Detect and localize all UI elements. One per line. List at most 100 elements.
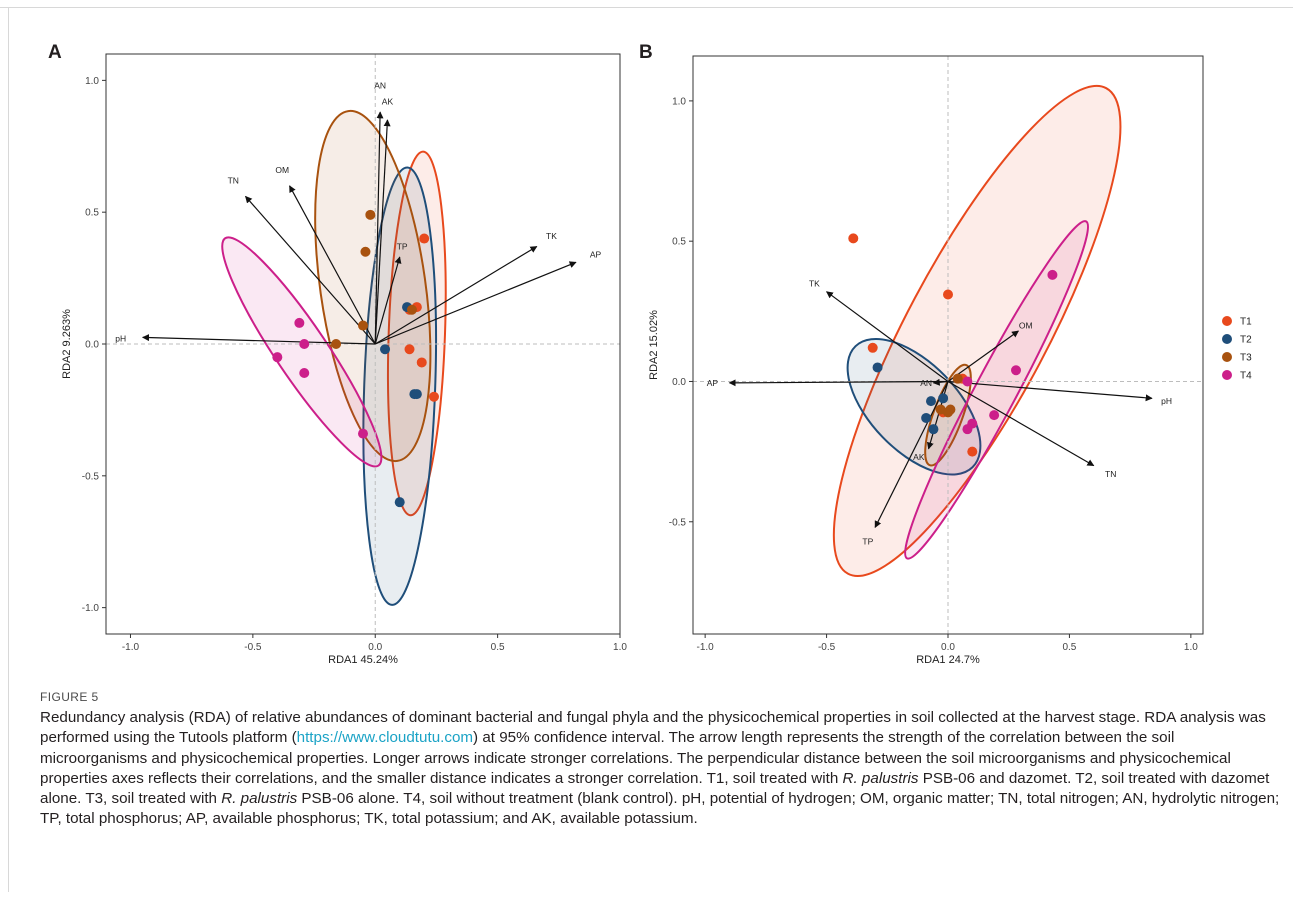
- chart-a-ytick-label: -1.0: [82, 603, 100, 614]
- chart-a-point-t1: [419, 233, 430, 244]
- chart-b-point-t3: [952, 373, 963, 384]
- rda-chart-a: -1.0 -0.5 0.0 0.5 1.0 -1.0 -0.5 0.0 0.5 1.0 RDA1 4…: [61, 53, 627, 666]
- chart-a-arrow-label-tp: TP: [397, 241, 408, 251]
- chart-a-ellipse-t2: [362, 166, 437, 606]
- chart-b-arrow-an: [932, 378, 949, 386]
- panel-label-b: B: [639, 42, 653, 63]
- chart-b-arrow-ph: [947, 380, 1153, 402]
- chart-b-point-t1: [867, 342, 878, 353]
- panel-label-a: A: [48, 42, 62, 63]
- chart-b-point-t4: [962, 424, 973, 435]
- chart-a-xtick-label: 0.0: [368, 642, 382, 653]
- figure-label: FIGURE 5: [40, 690, 99, 704]
- chart-a-point-t2: [394, 497, 405, 508]
- chart-b-point-t4: [1011, 365, 1021, 376]
- page-frame-top: [0, 7, 1293, 8]
- chart-b-xtick-label: -0.5: [818, 642, 836, 653]
- caption-text-4: PSB-06 alone. T4, soil without treatment…: [40, 790, 1280, 828]
- chart-b-xtick-label: 0.5: [1062, 642, 1076, 653]
- chart-a-point-t1: [416, 357, 427, 368]
- chart-a-arrow-label-tn: TN: [228, 176, 239, 186]
- chart-a-ellipse-t4: [221, 236, 383, 468]
- chart-b-ytick-label: 1.0: [672, 96, 686, 107]
- chart-a-arrow-ap: [375, 261, 577, 345]
- caption-text-3: PSB-06 and dazomet. T2, soil treated wit…: [40, 769, 1270, 808]
- chart-b-arrow-label-tn: TN: [1105, 469, 1116, 479]
- chart-b-xtick-label: 0.0: [941, 642, 955, 653]
- chart-b-arrow-tk: [826, 291, 949, 382]
- chart-a-point-t1: [404, 344, 415, 355]
- chart-b-arrow-ap: [728, 379, 949, 387]
- chart-a-y-axis-title: RDA2 9.263%: [61, 309, 73, 379]
- chart-a-arrow-label-ak: AK: [382, 96, 394, 106]
- chart-b-arrow-label-an: AN: [920, 378, 932, 388]
- chart-b-point-t4: [962, 376, 973, 387]
- chart-a-ytick-label: 0.5: [85, 208, 99, 219]
- chart-a-arrow-tk: [374, 245, 538, 345]
- chart-a-arrow-om: [289, 185, 376, 345]
- chart-b-point-t2: [928, 424, 939, 435]
- chart-a-point-t1: [428, 391, 439, 402]
- chart-a-xtick-label: -1.0: [122, 642, 140, 653]
- chart-b-ytick-label: 0.0: [672, 377, 686, 388]
- chart-b-point-t1: [943, 289, 953, 300]
- chart-a-arrow-an: [374, 111, 384, 345]
- chart-a-xtick-label: -0.5: [244, 642, 262, 653]
- chart-a-point-t4: [272, 352, 283, 363]
- chart-b-arrow-label-tp: TP: [862, 536, 873, 546]
- chart-a-arrow-label-om: OM: [275, 165, 289, 175]
- chart-a-point-t3: [365, 209, 376, 220]
- chart-a-point-t3: [358, 320, 368, 331]
- chart-b-legend-label-t2: T2: [1240, 335, 1252, 346]
- chart-b-legend-swatch-t4: [1222, 370, 1232, 380]
- chart-b-y-axis-title: RDA2 15.02%: [648, 310, 660, 380]
- chart-b-xtick-label: -1.0: [697, 642, 715, 653]
- chart-a-arrow-ak: [374, 119, 391, 345]
- rda-chart-b: -1.0 -0.5 0.0 0.5 1.0 -0.5 0.0 0.5 1.0 RDA1 24.7%…: [648, 55, 1252, 666]
- chart-b-ellipse-t1: [832, 84, 1122, 577]
- chart-a-point-t2: [380, 344, 391, 355]
- chart-a-x-axis-title: RDA1 45.24%: [328, 654, 398, 666]
- chart-b-arrow-label-om: OM: [1019, 320, 1033, 330]
- chart-a-arrow-label-ap: AP: [590, 249, 602, 259]
- chart-b-legend-swatch-t2: [1222, 334, 1232, 344]
- chart-b-point-t1: [848, 233, 859, 244]
- page-frame-left: [8, 7, 9, 892]
- chart-a-point-t3: [331, 339, 342, 349]
- chart-b-legend-label-t1: T1: [1240, 317, 1252, 328]
- chart-b-arrow-tn: [947, 380, 1095, 467]
- chart-b-arrow-tp: [874, 381, 949, 529]
- chart-a-arrow-tp: [374, 256, 402, 345]
- chart-b-arrow-label-ak: AK: [913, 452, 925, 462]
- chart-b-arrow-ak: [926, 381, 949, 450]
- chart-a-point-t4: [299, 339, 310, 349]
- chart-a-point-t4: [299, 368, 310, 378]
- caption-species-2: R. palustris: [221, 790, 298, 808]
- chart-a-point-t3: [406, 304, 417, 315]
- chart-b-point-t2: [872, 362, 883, 373]
- chart-a-ellipse-t3: [314, 109, 432, 463]
- chart-b-arrow-om: [947, 330, 1019, 382]
- caption-text-1: Redundancy analysis (RDA) of relative ab…: [40, 709, 1266, 747]
- caption-link[interactable]: https://www.cloudtutu.com: [296, 729, 474, 747]
- chart-b-legend-swatch-t3: [1222, 352, 1232, 362]
- chart-b-arrow-label-tk: TK: [809, 278, 820, 288]
- chart-a-arrow-label-ph: pH: [115, 334, 126, 344]
- chart-a-xtick-label: 0.5: [491, 642, 505, 653]
- chart-a-ytick-label: -0.5: [82, 471, 100, 482]
- chart-b-point-t1: [967, 446, 978, 457]
- chart-b-ytick-label: 0.5: [672, 237, 686, 248]
- chart-a-ytick-label: 0.0: [85, 340, 99, 351]
- chart-b-legend-label-t4: T4: [1240, 371, 1252, 382]
- chart-b-ytick-label: -0.5: [669, 517, 687, 528]
- chart-b-point-t2: [938, 393, 949, 404]
- chart-b-arrow-label-ap: AP: [707, 378, 719, 388]
- chart-a-point-t4: [358, 428, 368, 439]
- chart-a-arrow-label-tk: TK: [546, 231, 557, 241]
- chart-a-ytick-label: 1.0: [85, 76, 99, 87]
- chart-b-ellipse-t4: [904, 220, 1089, 560]
- chart-b-xtick-label: 1.0: [1184, 642, 1198, 653]
- chart-a-xtick-label: 1.0: [613, 642, 627, 653]
- chart-b-legend-swatch-t1: [1222, 316, 1232, 326]
- chart-b-point-t2: [921, 412, 932, 423]
